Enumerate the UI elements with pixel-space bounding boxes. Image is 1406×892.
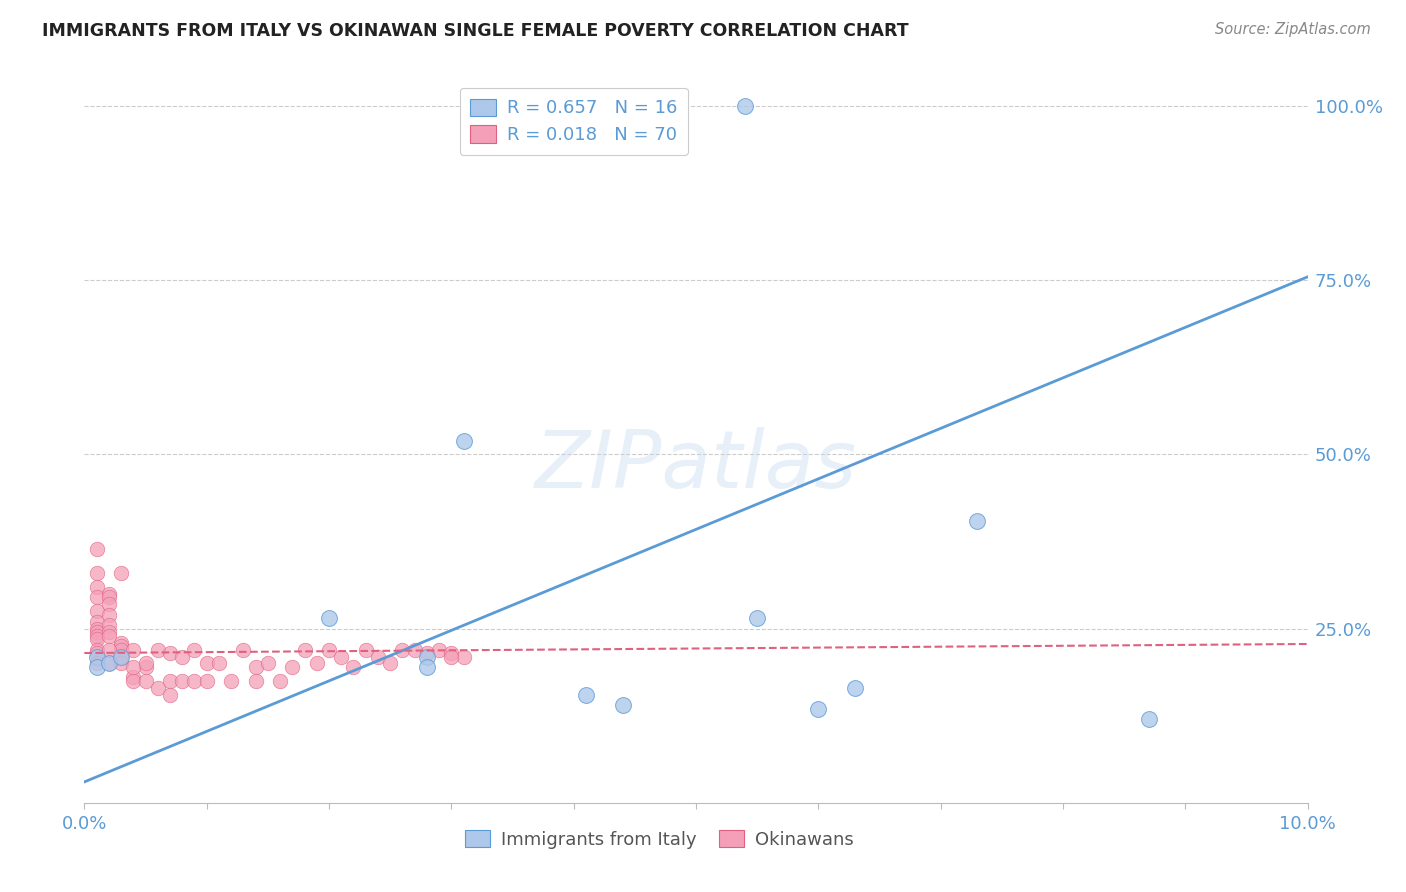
- Text: ZIPatlas: ZIPatlas: [534, 427, 858, 506]
- Point: [122, 660, 145, 674]
- Point: [330, 649, 353, 664]
- Point: [159, 646, 181, 660]
- Point: [281, 660, 304, 674]
- Point: [86, 625, 108, 640]
- Point: [86, 591, 108, 605]
- Point: [380, 657, 402, 671]
- Point: [427, 642, 450, 657]
- Point: [195, 673, 218, 688]
- Point: [110, 566, 132, 580]
- Point: [86, 541, 108, 556]
- Point: [135, 657, 157, 671]
- Point: [208, 657, 231, 671]
- Point: [391, 642, 413, 657]
- Point: [86, 660, 108, 674]
- Point: [219, 673, 242, 688]
- Point: [122, 670, 145, 684]
- Point: [440, 649, 463, 664]
- Point: [86, 580, 108, 594]
- Point: [966, 514, 988, 528]
- Point: [1137, 712, 1160, 726]
- Point: [97, 587, 120, 601]
- Point: [416, 660, 439, 674]
- Point: [183, 673, 205, 688]
- Point: [122, 642, 145, 657]
- Point: [86, 632, 108, 646]
- Point: [294, 642, 316, 657]
- Point: [97, 607, 120, 622]
- Point: [416, 646, 439, 660]
- Point: [747, 611, 769, 625]
- Point: [440, 646, 463, 660]
- Point: [195, 657, 218, 671]
- Text: IMMIGRANTS FROM ITALY VS OKINAWAN SINGLE FEMALE POVERTY CORRELATION CHART: IMMIGRANTS FROM ITALY VS OKINAWAN SINGLE…: [42, 22, 908, 40]
- Point: [86, 657, 108, 671]
- Point: [318, 642, 340, 657]
- Point: [86, 615, 108, 629]
- Point: [97, 625, 120, 640]
- Point: [110, 635, 132, 649]
- Point: [404, 642, 426, 657]
- Point: [146, 642, 169, 657]
- Point: [86, 604, 108, 618]
- Point: [245, 660, 267, 674]
- Text: Source: ZipAtlas.com: Source: ZipAtlas.com: [1215, 22, 1371, 37]
- Point: [135, 660, 157, 674]
- Point: [97, 657, 120, 671]
- Point: [305, 657, 328, 671]
- Point: [269, 673, 291, 688]
- Point: [172, 673, 194, 688]
- Point: [122, 673, 145, 688]
- Point: [245, 673, 267, 688]
- Point: [110, 649, 132, 664]
- Point: [110, 639, 132, 653]
- Legend: Immigrants from Italy, Okinawans: Immigrants from Italy, Okinawans: [454, 819, 865, 860]
- Point: [232, 642, 254, 657]
- Point: [734, 99, 756, 113]
- Point: [318, 611, 340, 625]
- Point: [97, 629, 120, 643]
- Point: [86, 646, 108, 660]
- Point: [612, 698, 634, 713]
- Point: [97, 618, 120, 632]
- Point: [453, 434, 475, 448]
- Point: [86, 566, 108, 580]
- Point: [97, 591, 120, 605]
- Point: [367, 649, 389, 664]
- Point: [86, 649, 108, 664]
- Point: [416, 649, 439, 664]
- Point: [159, 688, 181, 702]
- Point: [97, 657, 120, 671]
- Point: [844, 681, 866, 695]
- Point: [110, 649, 132, 664]
- Point: [86, 642, 108, 657]
- Point: [183, 642, 205, 657]
- Point: [159, 673, 181, 688]
- Point: [86, 622, 108, 636]
- Point: [354, 642, 377, 657]
- Point: [172, 649, 194, 664]
- Point: [97, 597, 120, 611]
- Point: [146, 681, 169, 695]
- Point: [86, 629, 108, 643]
- Point: [110, 649, 132, 664]
- Point: [97, 642, 120, 657]
- Point: [135, 673, 157, 688]
- Point: [453, 649, 475, 664]
- Point: [110, 657, 132, 671]
- Point: [807, 702, 830, 716]
- Point: [575, 688, 598, 702]
- Point: [342, 660, 364, 674]
- Point: [257, 657, 280, 671]
- Point: [110, 642, 132, 657]
